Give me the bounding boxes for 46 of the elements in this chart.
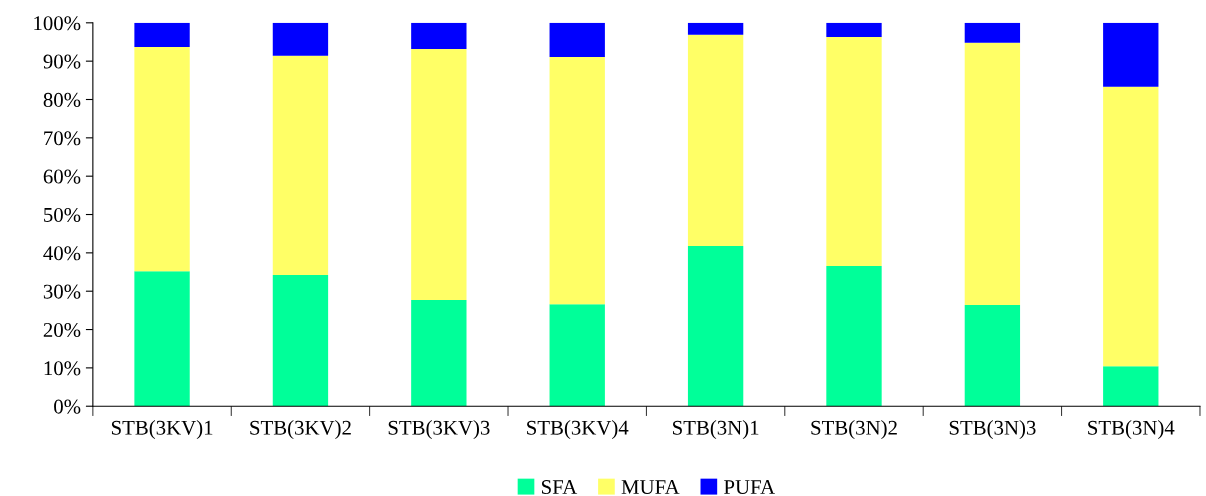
x-tick-label: STB(3N)4 [1088, 420, 1175, 440]
x-tick-label: STB(3N)3 [949, 420, 1036, 440]
x-tick-label: STB(3N)2 [811, 420, 897, 440]
legend-label: PUFA [724, 480, 776, 495]
bar [964, 42, 1021, 305]
y-tick-label: 0% [54, 399, 81, 414]
bar [964, 305, 1021, 407]
x-tick-label: STB(3KV)4 [527, 420, 629, 440]
bar [687, 34, 744, 246]
bar [549, 304, 605, 407]
x-tick-label: STB(3N)1 [673, 420, 759, 440]
y-tick-label: 40% [43, 246, 81, 261]
x-tick-label: STB(3KV)1 [111, 420, 213, 440]
legend-label: SFA [541, 480, 578, 495]
bar [687, 245, 744, 407]
bar [134, 46, 190, 272]
bar [411, 22, 467, 49]
bar [1103, 22, 1159, 87]
y-tick-label: 20% [43, 322, 81, 338]
bar [826, 37, 882, 266]
y-tick-label: 10% [44, 361, 81, 376]
y-tick-label: 60% [43, 169, 81, 184]
bar [687, 22, 744, 35]
bar [272, 22, 329, 56]
bar [134, 22, 190, 47]
bar [1103, 366, 1159, 407]
bar [1103, 86, 1159, 367]
bar [134, 271, 190, 407]
y-tick-label: 70% [44, 131, 81, 146]
bar [549, 56, 605, 305]
bar [411, 48, 467, 301]
y-tick-label: 30% [43, 284, 81, 299]
legend-label: MUFA [621, 480, 680, 495]
y-tick-label: 80% [43, 92, 81, 107]
bar [964, 22, 1021, 43]
bar [826, 265, 882, 407]
y-tick-label: 100% [34, 16, 81, 31]
y-tick-label: 50% [44, 207, 81, 223]
x-tick-label: STB(3KV)3 [388, 420, 490, 440]
bar [272, 275, 329, 407]
bar [411, 300, 467, 407]
x-tick-label: STB(3KV)2 [250, 420, 351, 440]
bar [549, 22, 605, 57]
y-tick-label: 90% [43, 54, 81, 69]
bar [272, 55, 329, 276]
bar [826, 22, 882, 37]
